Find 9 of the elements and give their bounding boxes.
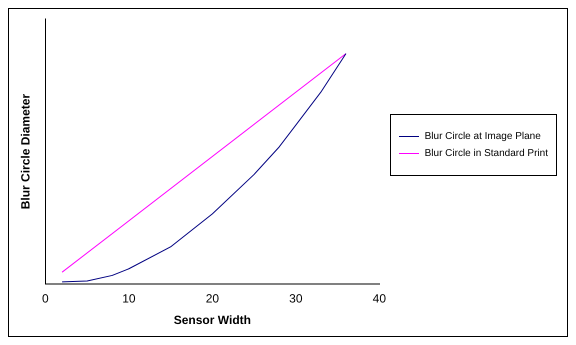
x-tick-label: 10 bbox=[122, 292, 136, 306]
legend-label: Blur Circle in Standard Print bbox=[424, 148, 548, 159]
x-tick-label: 0 bbox=[42, 292, 50, 306]
y-axis-title: Blur Circle Diameter bbox=[18, 94, 33, 210]
x-tick-label: 30 bbox=[289, 292, 303, 306]
x-axis-title: Sensor Width bbox=[174, 313, 251, 328]
x-tick-label: 40 bbox=[372, 292, 386, 306]
x-tick-label: 20 bbox=[206, 292, 220, 306]
legend-label: Blur Circle at Image Plane bbox=[424, 131, 541, 142]
